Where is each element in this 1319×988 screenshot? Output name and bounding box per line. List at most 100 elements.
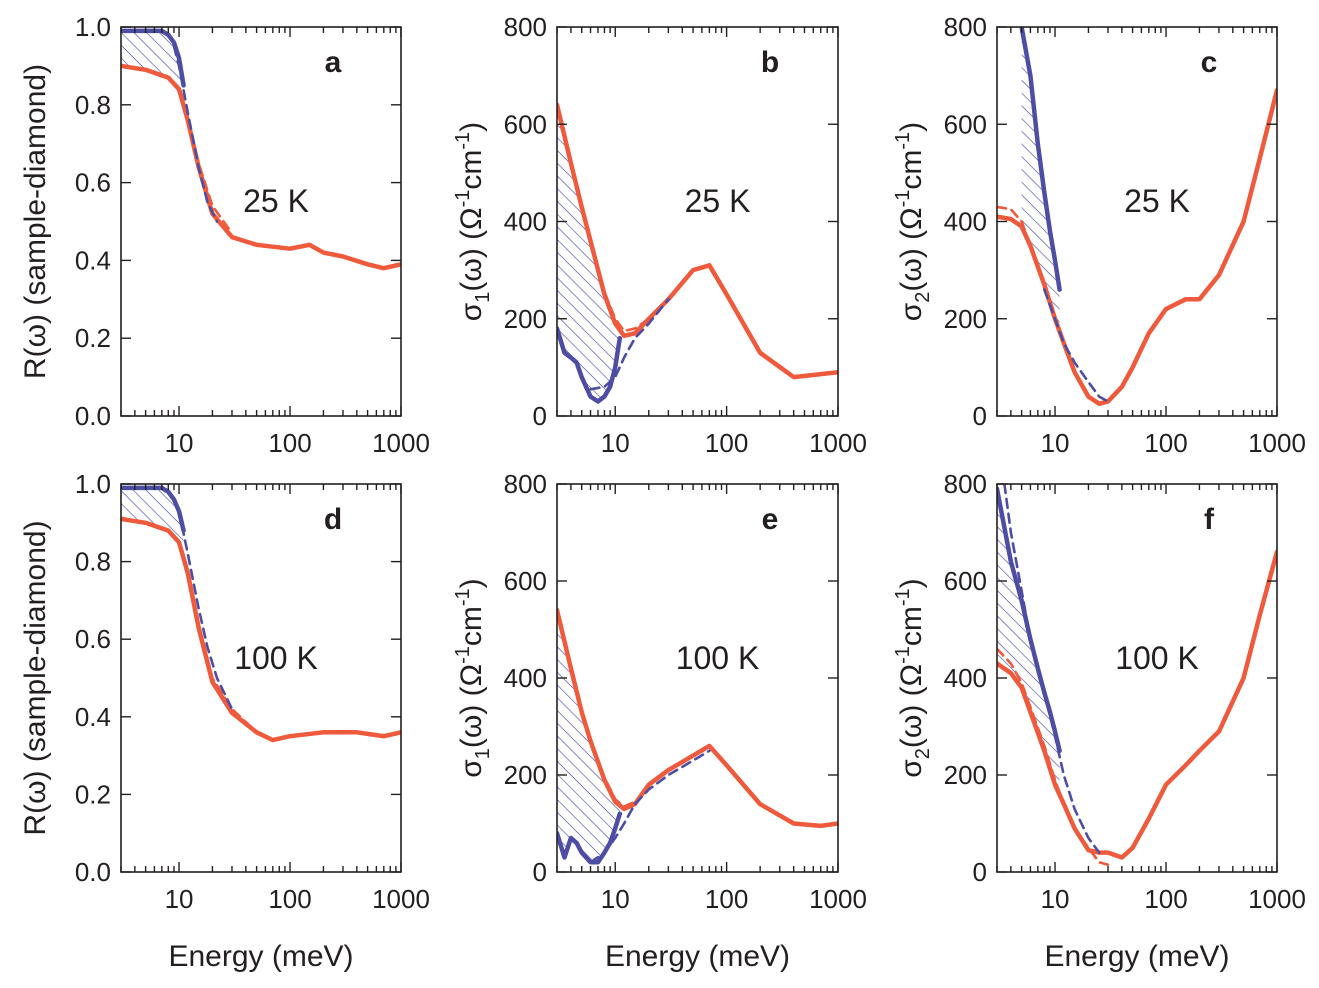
x-tick-label: 1000 xyxy=(1248,884,1306,914)
panel-d: 10 100 1000 0.0 0.2 0.4 0.6 0.8 1.0 R(ω) (sample-… xyxy=(19,469,430,973)
y-tick-label: 800 xyxy=(944,12,987,42)
panel-letter: f xyxy=(1204,503,1215,536)
temperature-label: 100 K xyxy=(234,640,318,676)
y-axis-label: σ2(ω) (Ω-1cm-1) xyxy=(892,578,934,777)
x-tick-label: 100 xyxy=(705,884,748,914)
y-axis-label-part: -1 xyxy=(452,588,474,606)
y-axis-label-part: (ω) (Ω xyxy=(455,664,488,748)
y-tick-label: 600 xyxy=(504,109,547,139)
x-tick-label: 10 xyxy=(165,884,194,914)
y-axis-label-part: -1 xyxy=(892,132,914,150)
y-axis-label-part: ) xyxy=(895,578,928,588)
y-tick-label: 800 xyxy=(504,12,547,42)
y-axis-label-part: (ω) (Ω xyxy=(455,207,488,291)
y-axis-label-part: σ xyxy=(455,759,488,778)
y-tick-label: 400 xyxy=(944,663,987,693)
gap-hatch-area xyxy=(121,30,184,106)
y-tick-label: 0.8 xyxy=(75,547,111,577)
y-axis-label-part: -1 xyxy=(452,132,474,150)
series-line-normal-dashed xyxy=(580,205,651,333)
y-axis-label: R(ω) (sample-diamond) xyxy=(19,520,52,835)
x-tick-label: 100 xyxy=(705,428,748,458)
x-tick-label: 10 xyxy=(601,884,630,914)
y-tick-label: 1.0 xyxy=(75,12,111,42)
y-axis-label-part: -1 xyxy=(892,588,914,606)
y-axis-label-part: (ω) (Ω xyxy=(895,664,928,748)
series-line-superconducting-dashed xyxy=(177,509,234,711)
y-tick-label: 600 xyxy=(504,566,547,596)
y-axis-label-part: ) xyxy=(455,578,488,588)
y-axis-label-part: ) xyxy=(895,122,928,132)
panel-letter: e xyxy=(762,503,779,536)
y-axis-label-part: 2 xyxy=(912,748,934,759)
panel-letter: a xyxy=(325,46,342,79)
series-line-normal-solid xyxy=(557,607,838,829)
y-tick-label: 0 xyxy=(533,857,547,887)
x-axis-label: Energy (meV) xyxy=(605,940,790,973)
y-axis-label-part: (ω) (Ω xyxy=(895,207,928,291)
y-tick-label: 0.2 xyxy=(75,323,111,353)
y-axis-label-part: -1 xyxy=(452,190,474,208)
y-axis-label-part: cm xyxy=(895,606,928,646)
y-axis-label-part: 1 xyxy=(472,292,494,303)
x-axis-label: Energy (meV) xyxy=(1044,940,1229,973)
y-tick-label: 0.0 xyxy=(75,401,111,431)
x-tick-label: 10 xyxy=(1041,428,1070,458)
series-line-normal-solid xyxy=(121,63,401,271)
y-tick-label: 0 xyxy=(973,401,987,431)
y-axis-label: σ2(ω) (Ω-1cm-1) xyxy=(892,122,934,321)
series-line-superconducting-dashed xyxy=(589,298,670,391)
y-axis-label-part: cm xyxy=(895,150,928,190)
y-tick-label: 0.0 xyxy=(75,857,111,887)
series-line-superconducting-dashed xyxy=(589,749,711,864)
x-tick-label: 100 xyxy=(268,428,311,458)
x-tick-label: 100 xyxy=(268,884,311,914)
y-tick-label: 0.6 xyxy=(75,168,111,198)
series-line-normal-dashed xyxy=(186,568,275,742)
temperature-label: 25 K xyxy=(685,183,751,219)
series-line-normal-solid xyxy=(997,549,1277,860)
x-tick-label: 1000 xyxy=(372,884,430,914)
y-tick-label: 600 xyxy=(944,566,987,596)
temperature-label: 25 K xyxy=(1124,183,1190,219)
series-line-normal-solid xyxy=(121,516,401,743)
y-tick-label: 800 xyxy=(504,469,547,499)
series-line-superconducting-dashed xyxy=(1043,288,1110,403)
x-tick-label: 100 xyxy=(1144,428,1187,458)
y-axis-label-part: -1 xyxy=(452,646,474,664)
y-tick-label: 400 xyxy=(504,207,547,237)
panel-a: 10 100 1000 0.0 0.2 0.4 0.6 0.8 1.0 R(ω) (sample-… xyxy=(19,12,430,458)
y-tick-label: 0 xyxy=(533,401,547,431)
y-axis-label-part: 2 xyxy=(912,292,934,303)
y-axis-label-part: cm xyxy=(455,150,488,190)
y-tick-label: 0.8 xyxy=(75,90,111,120)
y-axis-label-part: cm xyxy=(455,606,488,646)
y-tick-label: 800 xyxy=(944,469,987,499)
y-tick-label: 1.0 xyxy=(75,469,111,499)
series-line-normal-dashed xyxy=(144,68,234,235)
series-line-normal-dashed xyxy=(997,647,1110,866)
y-tick-label: 0.2 xyxy=(75,779,111,809)
series-line-normal-dashed xyxy=(589,739,651,808)
y-tick-label: 400 xyxy=(944,207,987,237)
x-tick-label: 1000 xyxy=(809,884,867,914)
x-tick-label: 10 xyxy=(601,428,630,458)
y-tick-label: 200 xyxy=(504,760,547,790)
y-tick-label: 0.4 xyxy=(75,702,111,732)
y-axis-label-part: -1 xyxy=(892,646,914,664)
series-line-superconducting-dashed xyxy=(172,45,219,223)
y-tick-label: 0.6 xyxy=(75,624,111,654)
x-tick-label: 1000 xyxy=(1248,428,1306,458)
x-tick-label: 100 xyxy=(1144,884,1187,914)
series-line-superconducting-dashed xyxy=(1003,484,1101,854)
y-axis-label-part: -1 xyxy=(892,190,914,208)
y-axis-label-part: ) xyxy=(455,122,488,132)
series-line-superconducting-solid xyxy=(1019,27,1062,292)
x-tick-label: 1000 xyxy=(809,428,867,458)
plot-frame xyxy=(120,26,402,417)
y-axis-label-part: σ xyxy=(895,302,928,321)
